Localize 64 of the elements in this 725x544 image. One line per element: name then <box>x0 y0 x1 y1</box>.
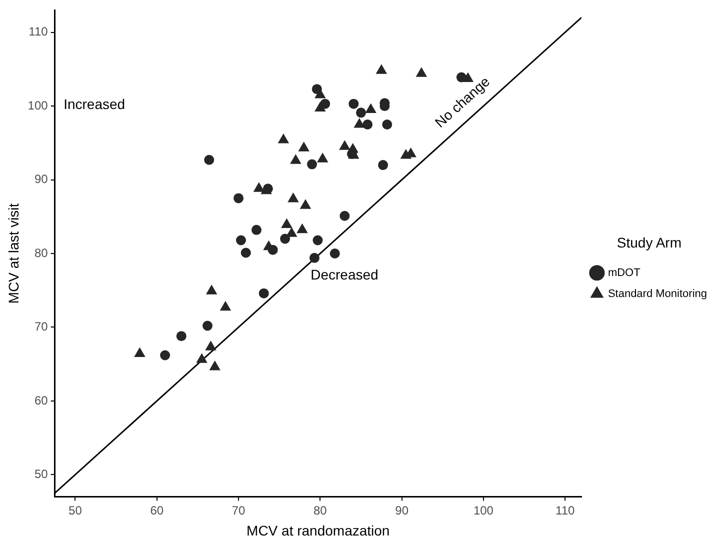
y-tick-label: 50 <box>34 466 48 481</box>
point <box>206 284 218 294</box>
point <box>339 140 350 150</box>
annotation: Increased <box>64 96 126 112</box>
y-tick-label: 70 <box>34 320 48 334</box>
point <box>176 331 186 342</box>
point <box>316 152 328 162</box>
x-tick-label: 50 <box>68 503 82 518</box>
point <box>362 119 373 130</box>
y-tick-label: 60 <box>34 393 48 408</box>
point <box>288 192 299 202</box>
point <box>205 340 216 350</box>
point <box>236 235 246 246</box>
point <box>196 353 208 363</box>
point <box>134 347 146 358</box>
legend-label: mDOT <box>608 266 641 279</box>
point <box>240 248 251 258</box>
point <box>209 360 220 370</box>
y-tick-label: 110 <box>28 24 48 39</box>
point <box>307 159 318 170</box>
point <box>160 350 170 360</box>
point <box>234 193 244 204</box>
point <box>300 199 312 209</box>
point <box>378 160 388 170</box>
x-tick-label: 70 <box>232 503 246 518</box>
point <box>251 224 262 235</box>
point <box>286 227 298 237</box>
x-tick-label: 110 <box>556 503 575 518</box>
x-axis-title: MCV at randomazation <box>246 522 390 538</box>
annotation: Decreased <box>310 266 378 282</box>
point <box>348 98 359 109</box>
point <box>376 64 388 74</box>
y-tick-label: 90 <box>34 172 48 186</box>
point <box>340 210 350 221</box>
y-axis-title: MCV at last visit <box>5 203 22 304</box>
legend-label: Standard Monitoring <box>608 288 708 300</box>
point <box>312 84 322 94</box>
point <box>268 244 278 255</box>
point <box>296 223 308 234</box>
point <box>312 235 323 246</box>
point <box>309 252 320 263</box>
point <box>416 67 428 77</box>
point <box>298 142 310 152</box>
point <box>320 98 330 109</box>
point <box>281 218 292 228</box>
y-tick-label: 100 <box>28 98 48 112</box>
x-tick-label: 60 <box>150 503 164 518</box>
point <box>220 300 232 311</box>
point <box>382 119 392 130</box>
point <box>290 154 302 164</box>
x-tick-label: 90 <box>395 503 409 518</box>
legend-title: Study Arm <box>616 234 682 250</box>
point <box>365 103 376 113</box>
x-tick-label: 100 <box>473 503 494 518</box>
point <box>253 182 265 192</box>
x-tick-label: 80 <box>313 503 328 518</box>
point <box>204 154 214 165</box>
point <box>356 108 366 118</box>
point <box>278 133 290 144</box>
point <box>330 248 340 258</box>
point <box>280 234 290 244</box>
point <box>258 288 269 298</box>
point <box>202 320 212 331</box>
y-tick-label: 80 <box>34 246 48 260</box>
